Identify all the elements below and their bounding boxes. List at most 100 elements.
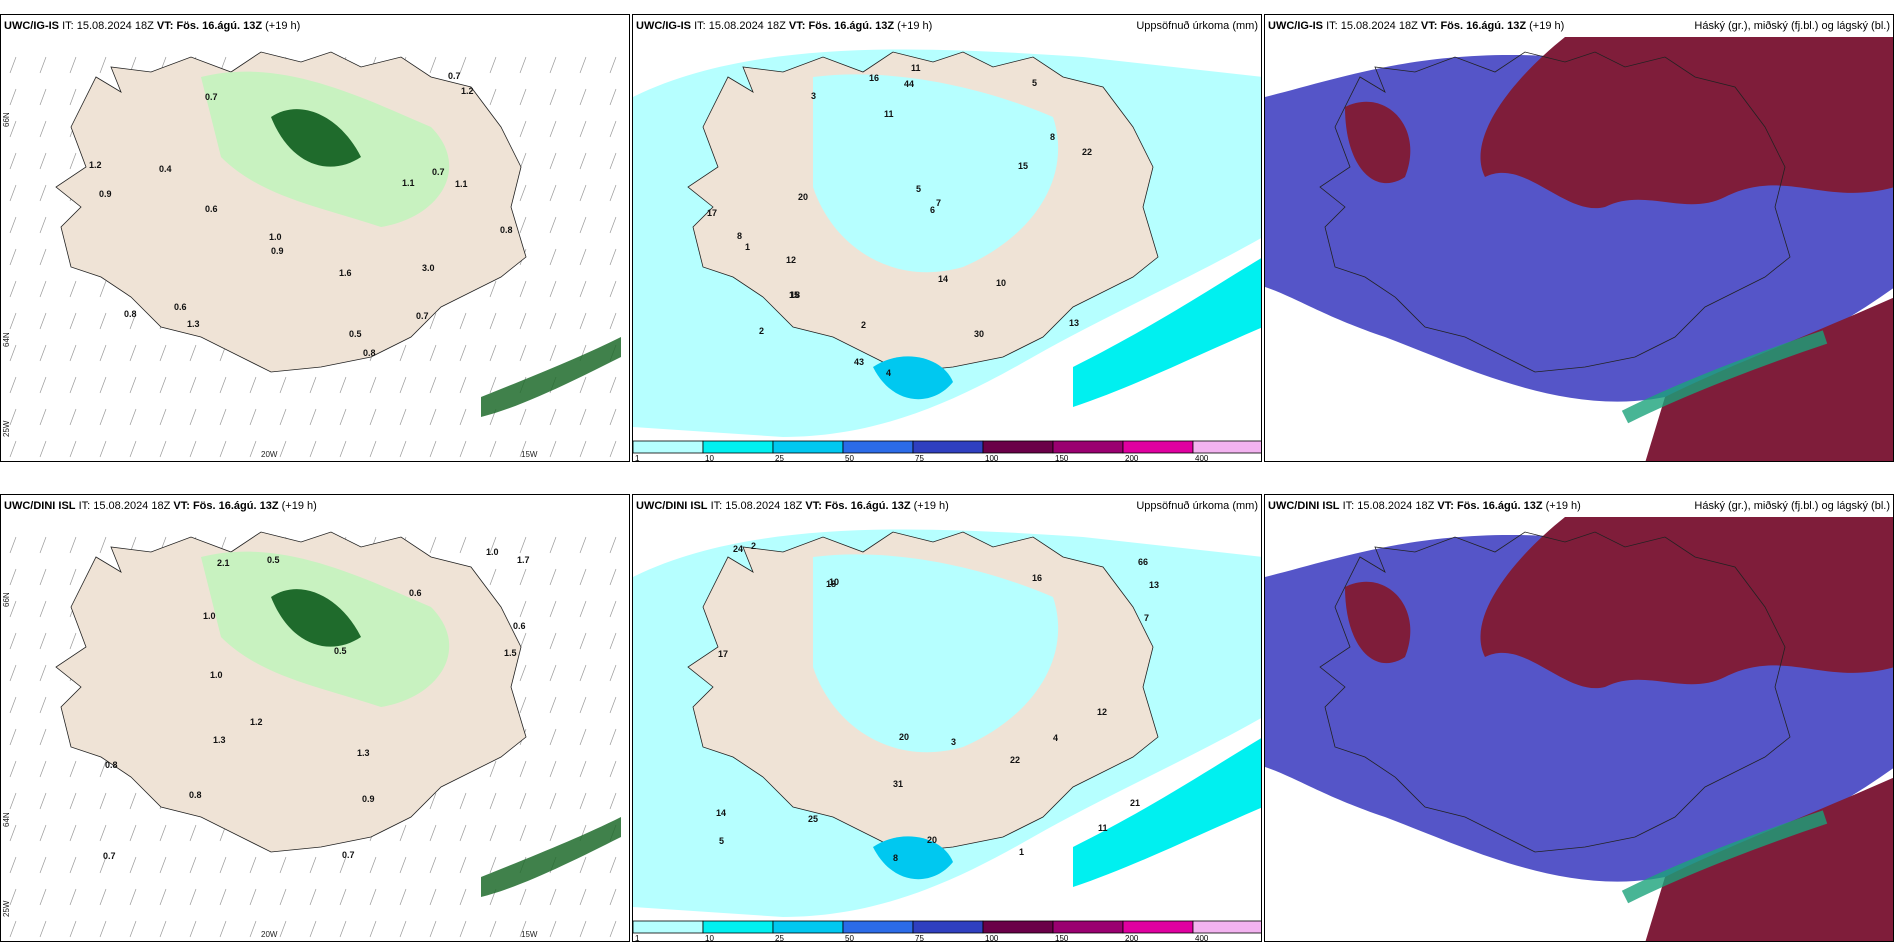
- wind-barb: [189, 376, 197, 394]
- wind-barb: [489, 88, 497, 106]
- lead-time: (+19 h): [913, 500, 949, 512]
- wind-barb: [39, 280, 47, 298]
- wind-barb: [429, 920, 437, 938]
- value-label: 0.9: [99, 189, 112, 199]
- wind-barb: [309, 376, 317, 394]
- valid-label: VT:: [173, 500, 190, 512]
- wind-barb: [429, 56, 437, 74]
- wind-barb: [219, 376, 227, 394]
- wind-barb: [219, 408, 227, 426]
- map-panel-dini-precip: UWC/DINI ISL IT: 15.08.2024 18Z VT: Fös.…: [632, 494, 1262, 942]
- wind-barb: [549, 792, 557, 810]
- valid-label: VT:: [156, 20, 174, 32]
- wind-barb: [579, 440, 587, 458]
- value-label: 2: [861, 320, 866, 330]
- legend-swatch: [982, 920, 1054, 934]
- wind-barb: [9, 248, 17, 266]
- wind-barb: [69, 408, 77, 426]
- wind-barb: [69, 792, 77, 810]
- wind-barb: [279, 408, 287, 426]
- wind-barb: [9, 88, 17, 106]
- wind-barb: [9, 216, 17, 234]
- legend-tick-label: 10: [705, 934, 714, 942]
- value-label: 0.9: [362, 794, 375, 804]
- value-label: 0.7: [205, 92, 218, 102]
- value-label: 25: [808, 814, 818, 824]
- wind-barb: [369, 888, 377, 906]
- wind-barb: [489, 440, 497, 458]
- wind-barb: [39, 792, 47, 810]
- wind-barb: [579, 696, 587, 714]
- wind-barb: [609, 184, 617, 202]
- wind-barb: [39, 888, 47, 906]
- wind-barb: [159, 440, 167, 458]
- value-label: 2: [759, 326, 764, 336]
- wind-barb: [159, 824, 167, 842]
- wind-barb: [429, 408, 437, 426]
- wind-barb: [279, 376, 287, 394]
- wind-barb: [69, 280, 77, 298]
- legend-swatch: [702, 440, 774, 454]
- value-label: 16: [1032, 573, 1042, 583]
- wind-barb: [129, 312, 137, 330]
- wind-barb: [579, 568, 587, 586]
- clear-sky-area: [1265, 812, 1465, 941]
- value-label: 11: [1098, 823, 1108, 833]
- value-label: 22: [1010, 755, 1020, 765]
- wind-barb: [39, 408, 47, 426]
- product-title: Háský (gr.), miðský (fj.bl.) og lágský (…: [1694, 20, 1890, 32]
- value-label: 7: [1144, 613, 1149, 623]
- wind-barb: [9, 856, 17, 874]
- wind-barb: [579, 216, 587, 234]
- value-label: 30: [974, 329, 984, 339]
- high-cloud-layer: [1480, 37, 1893, 209]
- wind-barb: [99, 344, 107, 362]
- axis-tick-label: 66N: [2, 592, 11, 607]
- axis-tick-label: 66N: [2, 112, 11, 127]
- wind-barb: [459, 344, 467, 362]
- wind-barb: [609, 728, 617, 746]
- wind-barb: [549, 696, 557, 714]
- wind-barb: [249, 920, 257, 938]
- value-label: 1.2: [461, 86, 474, 96]
- wind-barb: [609, 440, 617, 458]
- wind-barb: [129, 408, 137, 426]
- wind-barb: [249, 408, 257, 426]
- wind-barb: [579, 184, 587, 202]
- legend-swatch: [912, 920, 984, 934]
- wind-barb: [459, 56, 467, 74]
- value-label: 0.8: [124, 309, 137, 319]
- value-label: 2.1: [217, 558, 230, 568]
- value-label: 0.6: [409, 588, 422, 598]
- high-cloud-southeast: [1645, 297, 1893, 461]
- wind-barb: [279, 856, 287, 874]
- wind-barb: [9, 664, 17, 682]
- wind-barb: [609, 792, 617, 810]
- wind-barb: [129, 888, 137, 906]
- value-label: 3.0: [422, 263, 435, 273]
- wind-barb: [579, 632, 587, 650]
- value-label: 5: [719, 836, 724, 846]
- wind-barb: [399, 920, 407, 938]
- valid-label: VT:: [1420, 20, 1438, 32]
- value-label: 0.8: [105, 760, 118, 770]
- wind-barb: [129, 920, 137, 938]
- wind-barb: [549, 216, 557, 234]
- wind-barb: [579, 56, 587, 74]
- wind-barb: [99, 280, 107, 298]
- legend-swatch: [772, 920, 844, 934]
- wind-barb: [609, 856, 617, 874]
- wind-dark-band: [481, 817, 621, 897]
- value-label: 1.2: [89, 160, 102, 170]
- wind-barb: [579, 88, 587, 106]
- wind-barb: [519, 184, 527, 202]
- wind-barb: [429, 312, 437, 330]
- init-time: 15.08.2024 18Z: [1357, 500, 1435, 512]
- legend-tick-label: 400: [1195, 934, 1209, 942]
- wind-barb: [69, 88, 77, 106]
- heavy-precip-south: [873, 356, 953, 400]
- wind-barb: [189, 344, 197, 362]
- wind-barb: [99, 920, 107, 938]
- wind-barb: [69, 920, 77, 938]
- lead-time: (+19 h): [897, 20, 933, 32]
